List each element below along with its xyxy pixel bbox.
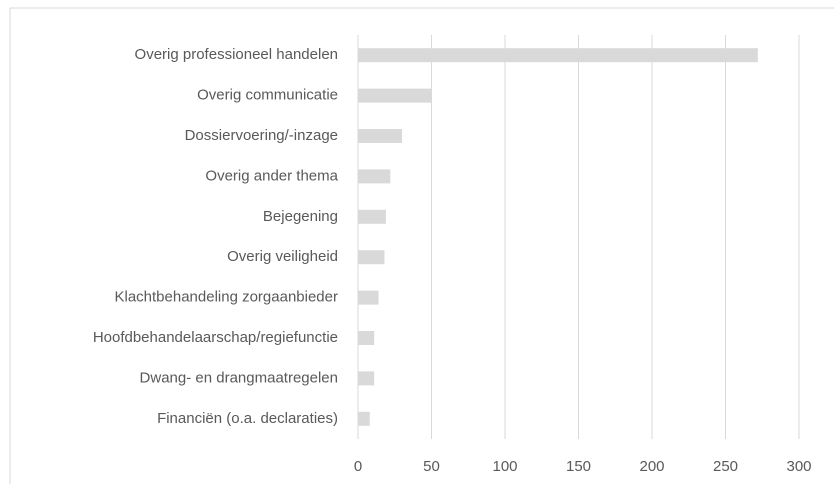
y-tick-label: Overig professioneel handelen <box>135 46 338 63</box>
y-tick-label: Overig communicatie <box>197 87 338 104</box>
chart-frame <box>9 7 834 484</box>
x-tick-label: 200 <box>639 458 664 475</box>
bar <box>358 411 370 426</box>
y-tick-label: Klachtbehandeling zorgaanbieder <box>114 289 338 306</box>
bar <box>358 209 386 224</box>
bar <box>358 48 758 63</box>
x-tick-label: 250 <box>713 458 738 475</box>
bar <box>358 371 375 386</box>
y-tick-label: Hoofdbehandelaarschap/regiefunctie <box>93 329 338 346</box>
bar <box>358 129 403 143</box>
y-tick-label: Bejegening <box>263 208 338 225</box>
x-tick-label: 0 <box>354 458 362 475</box>
x-tick-label: 300 <box>786 458 811 475</box>
bar <box>358 169 391 184</box>
bar <box>358 250 385 265</box>
bar <box>358 88 432 103</box>
y-tick-label: Financiën (o.a. declaraties) <box>157 410 338 427</box>
x-tick-label: 100 <box>492 458 517 475</box>
x-tick-label: 50 <box>423 458 440 475</box>
y-tick-label: Overig ander thema <box>205 167 338 184</box>
bar <box>358 331 375 345</box>
y-tick-label: Overig veiligheid <box>227 248 338 265</box>
y-tick-label: Dossiervoering/-inzage <box>185 127 338 144</box>
y-tick-label: Dwang- en drangmaatregelen <box>140 369 338 386</box>
bar <box>358 290 379 305</box>
x-tick-label: 150 <box>566 458 591 475</box>
